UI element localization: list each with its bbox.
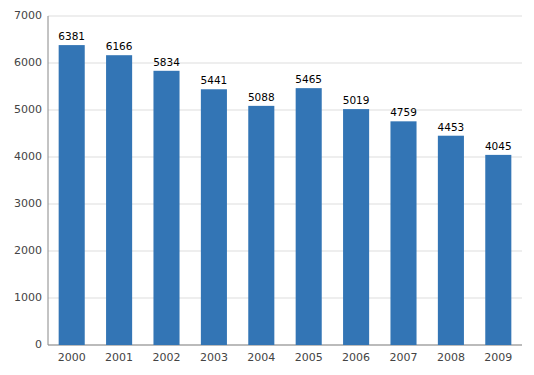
data-label: 4045	[485, 140, 512, 152]
data-label: 5465	[295, 73, 322, 85]
y-tick-label: 3000	[14, 197, 42, 210]
x-tick-label: 2003	[200, 351, 228, 364]
bar	[485, 155, 511, 345]
x-tick-label: 2005	[295, 351, 323, 364]
chart-container: 0 1000 2000 3000 4000 5000 6000 7000 6381 6166 583…	[0, 0, 534, 375]
x-tick-label: 2000	[58, 351, 86, 364]
data-label: 5088	[248, 91, 275, 103]
bar	[59, 45, 85, 345]
x-tick-label: 2006	[342, 351, 370, 364]
y-tick-labels: 0 1000 2000 3000 4000 5000 6000 7000	[14, 9, 42, 351]
y-tick-label: 0	[35, 338, 42, 351]
x-tick-labels: 2000 2001 2002 2003 2004 2005 2006 2007 2008 2009	[58, 351, 513, 364]
x-tick-label: 2009	[484, 351, 512, 364]
y-tick-label: 2000	[14, 244, 42, 257]
bar	[201, 89, 227, 345]
bar	[153, 71, 179, 345]
y-tick-label: 5000	[14, 103, 42, 116]
y-tick-label: 6000	[14, 56, 42, 69]
x-tick-label: 2002	[153, 351, 181, 364]
y-tick-label: 4000	[14, 150, 42, 163]
bar	[248, 106, 274, 345]
bar	[106, 55, 132, 345]
data-label: 5441	[201, 74, 228, 86]
bars	[59, 45, 512, 345]
bar	[390, 121, 416, 345]
y-tick-label: 7000	[14, 9, 42, 22]
y-axis-line	[48, 16, 49, 345]
chart-svg: 0 1000 2000 3000 4000 5000 6000 7000 6381 6166 583…	[0, 0, 534, 375]
bar	[296, 88, 322, 345]
bar	[438, 136, 464, 345]
data-labels: 6381 6166 5834 5441 5088 5465 5019 4759 4453 4045	[58, 30, 511, 152]
y-grid	[48, 16, 522, 345]
data-label: 6166	[106, 40, 133, 52]
y-tick-label: 1000	[14, 291, 42, 304]
data-label: 4759	[390, 106, 417, 118]
data-label: 5019	[343, 94, 370, 106]
data-label: 5834	[153, 56, 180, 68]
data-label: 4453	[438, 121, 465, 133]
bar	[343, 109, 369, 345]
x-tick-label: 2008	[437, 351, 465, 364]
x-tick-label: 2007	[390, 351, 418, 364]
grid-line	[48, 16, 522, 17]
data-label: 6381	[58, 30, 85, 42]
x-tick-label: 2001	[105, 351, 133, 364]
x-tick-label: 2004	[247, 351, 275, 364]
